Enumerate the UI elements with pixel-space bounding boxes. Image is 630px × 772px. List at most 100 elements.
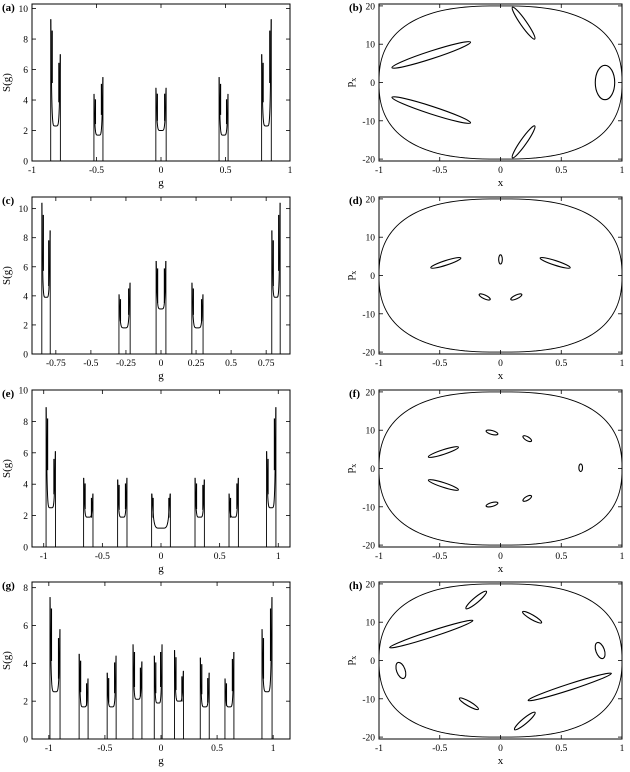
resonance-island <box>430 256 462 269</box>
entropy-curve <box>118 282 131 329</box>
resonance-island <box>594 641 606 660</box>
x-tick-label: 1 <box>620 359 625 369</box>
y-tick-label: 10 <box>19 5 29 15</box>
x-tick-label: 0 <box>159 744 164 754</box>
plot-frame <box>31 389 291 548</box>
resonance-island <box>391 96 472 124</box>
resonance-island <box>485 501 499 508</box>
x-axis-label: g <box>158 177 164 189</box>
y-tick-label: 0 <box>23 544 28 554</box>
x-tick-label: -1 <box>375 166 383 176</box>
plot-area <box>41 202 281 354</box>
x-tick-label: 0.5 <box>555 166 567 176</box>
entropy-curve <box>266 407 277 509</box>
panel-label: (b) <box>349 2 363 14</box>
y-tick-label: -10 <box>362 310 375 320</box>
panel-label: (f) <box>349 388 360 400</box>
entropy-curve <box>261 19 272 127</box>
plot-area <box>379 583 622 738</box>
y-tick-label: 0 <box>23 736 28 746</box>
plot-frame <box>378 581 623 740</box>
x-tick-label: -0.5 <box>83 359 98 369</box>
entropy-curve <box>151 493 171 529</box>
y-tick-label: -20 <box>362 156 375 166</box>
x-tick-label: 0 <box>498 359 503 369</box>
entropy-curve <box>117 477 128 518</box>
y-tick-label: -10 <box>362 503 375 513</box>
x-tick-label: -0.5 <box>89 166 104 176</box>
x-tick-label: 0.5 <box>555 744 567 754</box>
x-tick-label: -1 <box>375 744 383 754</box>
entropy-curve <box>218 77 229 136</box>
x-axis-label: g <box>158 755 164 767</box>
y-tick-label: 4 <box>23 660 28 670</box>
resonance-island <box>485 429 499 436</box>
y-tick-label: 0 <box>23 351 28 361</box>
y-tick-label: 0 <box>370 272 375 282</box>
y-tick-label: 10 <box>366 619 376 629</box>
y-tick-label: 8 <box>23 234 28 244</box>
resonance-island <box>458 697 479 711</box>
y-axis-label: px <box>344 271 358 281</box>
resonance-island <box>594 64 616 101</box>
plot-area <box>379 5 622 160</box>
y-tick-label: 10 <box>366 41 376 51</box>
y-tick-label: -20 <box>362 542 375 552</box>
y-tick-label: 2 <box>23 512 28 522</box>
entropy-curve <box>155 87 167 132</box>
y-tick-label: 10 <box>19 205 29 215</box>
x-tick-label: -0.25 <box>116 359 136 369</box>
x-tick-label: 0.5 <box>555 552 567 562</box>
x-axis-label: x <box>498 370 504 382</box>
resonance-island <box>478 293 491 301</box>
panel-label: (a) <box>2 2 15 14</box>
entropy-curve <box>41 202 51 298</box>
y-tick-label: 8 <box>23 418 28 428</box>
resonance-island <box>511 6 536 40</box>
y-tick-label: 20 <box>366 2 376 12</box>
x-tick-label: -0.5 <box>432 744 447 754</box>
outer-orbit <box>379 583 622 738</box>
x-tick-label: -0.5 <box>432 359 447 369</box>
panel-label: (e) <box>2 388 15 400</box>
entropy-curve <box>93 77 104 136</box>
resonance-island <box>522 494 533 502</box>
y-tick-label: 2 <box>23 698 28 708</box>
resonance-island <box>510 293 523 301</box>
y-tick-label: 10 <box>366 234 376 244</box>
resonance-island <box>498 254 503 265</box>
x-tick-label: 0 <box>498 166 503 176</box>
x-tick-label: -1 <box>40 552 48 562</box>
y-axis-label: px <box>344 464 358 474</box>
resonance-island <box>527 672 612 702</box>
x-tick-label: 0 <box>159 166 164 176</box>
resonance-island <box>465 590 488 610</box>
x-axis-label: x <box>498 563 504 575</box>
panel-d: (d) -1 -0.5 0 0.5 1 -20 -10 0 10 20 x px <box>344 195 625 382</box>
x-tick-label: 0 <box>498 552 503 562</box>
y-tick-label: 4 <box>23 481 28 491</box>
entropy-curve <box>106 655 117 708</box>
y-tick-label: 8 <box>23 36 28 46</box>
y-tick-label: 0 <box>370 79 375 89</box>
x-tick-label: 1 <box>288 166 293 176</box>
resonance-island <box>513 711 536 731</box>
x-tick-label: -0.5 <box>95 552 110 562</box>
x-tick-label: 1 <box>271 744 276 754</box>
resonance-island <box>427 446 459 458</box>
entropy-curve <box>50 19 61 127</box>
plot-area <box>45 407 277 547</box>
resonance-island <box>395 661 407 680</box>
x-tick-label: 1 <box>620 552 625 562</box>
x-tick-label: -1 <box>375 359 383 369</box>
x-tick-label: 0.25 <box>188 359 205 369</box>
y-axis-label: px <box>344 78 358 88</box>
x-tick-label: 1 <box>276 552 281 562</box>
panel-b: (b) -1 -0.5 0 0.5 1 -20 -10 0 10 20 x px <box>344 2 625 189</box>
y-tick-label: 6 <box>23 449 28 459</box>
x-tick-label: -1 <box>28 166 36 176</box>
x-tick-label: 0.5 <box>211 744 223 754</box>
y-tick-label: 10 <box>366 427 376 437</box>
plot-area <box>379 198 622 353</box>
